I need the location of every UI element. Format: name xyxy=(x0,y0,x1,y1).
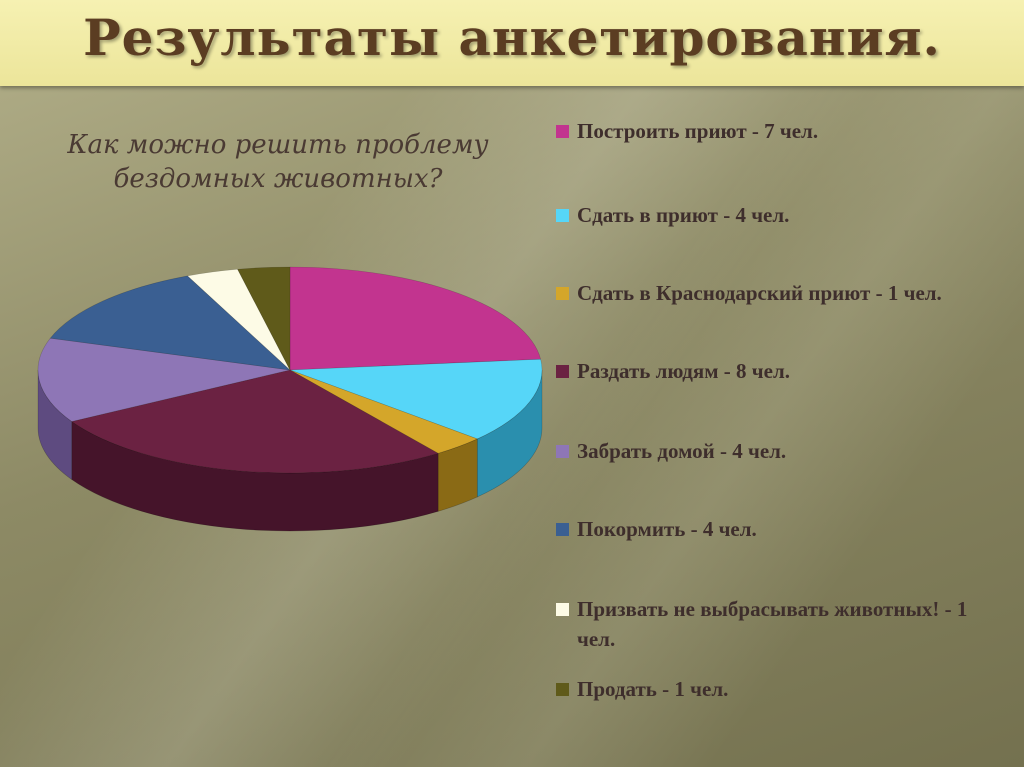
legend-label: Сдать в приют - 4 чел. xyxy=(577,203,790,227)
chart-title: Как можно решить проблему бездомных живо… xyxy=(67,130,489,194)
legend-label: Продать - 1 чел. xyxy=(577,677,729,701)
legend-label: Построить приют - 7 чел. xyxy=(577,119,819,143)
legend-swatch xyxy=(556,365,569,378)
legend-item-sell: Продать - 1 чел. xyxy=(556,674,996,704)
pie-slice-0 xyxy=(289,266,542,371)
legend-label: Сдать в Краснодарский приют - 1 чел. xyxy=(577,281,942,305)
pie-slice-7 xyxy=(237,266,291,371)
pie-slice-2 xyxy=(289,369,479,454)
pie-slice-6 xyxy=(186,268,291,371)
legend-item-build-shelter: Построить приют - 7 чел. xyxy=(556,116,996,146)
legend-swatch xyxy=(556,125,569,138)
chart-legend: Построить приют - 7 чел. Сдать в приют -… xyxy=(556,116,996,716)
legend-swatch xyxy=(556,445,569,458)
legend-swatch xyxy=(556,287,569,300)
legend-swatch xyxy=(556,603,569,616)
legend-swatch xyxy=(556,683,569,696)
legend-label: Покормить - 4 чел. xyxy=(577,517,757,541)
pie-slice-1 xyxy=(289,358,543,440)
legend-item-feed: Покормить - 4 чел. xyxy=(556,514,996,544)
legend-item-krasnodar-shelter: Сдать в Краснодарский приют - 1 чел. xyxy=(556,278,996,308)
legend-label: Раздать людям - 8 чел. xyxy=(577,359,790,383)
pie-slice-5 xyxy=(49,275,291,371)
legend-item-give-to-shelter: Сдать в приют - 4 чел. xyxy=(556,200,996,230)
slide-title: Результаты анкетирования. xyxy=(83,8,941,67)
legend-swatch xyxy=(556,523,569,536)
title-bar: Результаты анкетирования. xyxy=(0,0,1024,86)
pie-slice-4 xyxy=(37,337,291,422)
legend-label: Призвать не выбрасывать животных! - 1 че… xyxy=(577,597,968,651)
legend-item-dont-abandon: Призвать не выбрасывать животных! - 1 че… xyxy=(556,594,996,654)
legend-item-take-home: Забрать домой - 4 чел. xyxy=(556,436,996,466)
legend-swatch xyxy=(556,209,569,222)
pie-slice-3 xyxy=(71,369,439,474)
legend-label: Забрать домой - 4 чел. xyxy=(577,439,787,463)
legend-item-give-to-people: Раздать людям - 8 чел. xyxy=(556,356,996,386)
